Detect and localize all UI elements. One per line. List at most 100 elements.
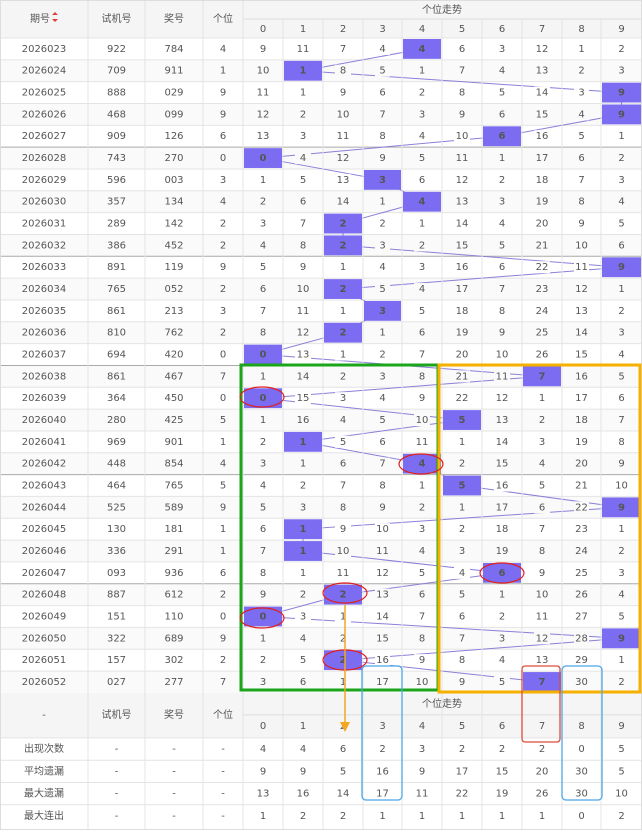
miss-number: 4: [379, 44, 385, 55]
hit-cell: [602, 104, 641, 125]
miss-number: 1: [618, 131, 624, 142]
cell-bg: [255, 304, 271, 317]
miss-number: 13: [575, 306, 588, 317]
miss-number: 9: [419, 655, 425, 666]
miss-number: 3: [499, 633, 505, 644]
prize-number: 291: [164, 546, 183, 557]
test-number: 336: [107, 546, 126, 557]
hit-cell: [403, 453, 441, 474]
miss-number: 2: [499, 611, 505, 622]
stat-value: 6: [340, 744, 346, 755]
miss-number: 5: [618, 371, 624, 382]
cell-bg: [613, 304, 630, 317]
cell-bg: [494, 632, 510, 645]
cell-bg: [375, 64, 390, 77]
test-number: 861: [107, 371, 126, 382]
cell-bg: [534, 654, 550, 667]
hit-number: 7: [539, 677, 546, 688]
stat-value: 1: [499, 811, 505, 822]
stat-value: 5: [618, 744, 624, 755]
red-circle: [479, 562, 525, 584]
miss-number: 5: [499, 240, 505, 251]
miss-number: 12: [376, 568, 389, 579]
cell-bg: [494, 348, 510, 361]
period: 2026034: [22, 284, 67, 295]
hit-number: 6: [499, 131, 506, 142]
period: 2026045: [22, 524, 67, 535]
prize-number: 765: [164, 481, 183, 492]
miss-number: 20: [456, 350, 469, 361]
miss-number: 6: [618, 393, 624, 404]
column-header: 奖号: [164, 708, 184, 721]
cell-bg: [494, 152, 510, 165]
cell-bg: [494, 42, 510, 55]
miss-number: 2: [459, 524, 465, 535]
cell-bg: [335, 675, 351, 688]
miss-number: 9: [260, 590, 266, 601]
unit-digit: 7: [220, 677, 226, 688]
hit-number: 0: [260, 153, 267, 164]
miss-number: 22: [456, 393, 469, 404]
stat-blank: -: [221, 811, 225, 822]
period: 2026046: [22, 546, 67, 557]
miss-number: 2: [539, 415, 545, 426]
miss-number: 10: [496, 350, 509, 361]
test-number: 861: [107, 306, 126, 317]
miss-number: 24: [575, 546, 588, 557]
cell-bg: [255, 217, 271, 230]
miss-number: 16: [575, 371, 588, 382]
miss-number: 4: [419, 546, 425, 557]
digit-header: 0: [260, 721, 266, 732]
period: 2026041: [22, 437, 67, 448]
cell-bg: [255, 632, 271, 645]
cell-bg: [414, 370, 430, 383]
cell-bg: [534, 283, 550, 296]
cell-bg: [574, 392, 589, 405]
miss-number: 1: [260, 633, 266, 644]
stat-value: 11: [416, 789, 429, 800]
cell-bg: [375, 610, 390, 623]
period: 2026035: [22, 306, 67, 317]
test-number: 743: [107, 153, 126, 164]
cell-bg: [335, 261, 351, 274]
miss-number: 5: [539, 481, 545, 492]
cell-bg: [255, 414, 271, 427]
miss-number: 21: [575, 481, 588, 492]
miss-number: 2: [340, 371, 346, 382]
cell-bg: [454, 283, 470, 296]
period: 2026023: [22, 44, 67, 55]
cell-bg: [335, 632, 351, 645]
miss-number: 10: [575, 240, 588, 251]
miss-number: 5: [618, 611, 624, 622]
test-number: 694: [107, 350, 126, 361]
stat-blank: -: [221, 744, 225, 755]
miss-number: 9: [260, 44, 266, 55]
miss-number: 1: [260, 415, 266, 426]
stat-value: 14: [337, 789, 350, 800]
prize-number: 126: [164, 131, 183, 142]
miss-number: 6: [459, 44, 465, 55]
prize-number: 277: [164, 677, 183, 688]
stat-value: 3: [419, 744, 425, 755]
hit-number: 9: [618, 109, 625, 120]
miss-number: 13: [496, 415, 509, 426]
miss-number: 4: [618, 590, 624, 601]
miss-number: 27: [575, 611, 588, 622]
cell-bg: [414, 152, 430, 165]
cell-bg: [414, 217, 430, 230]
cell-bg: [295, 566, 311, 579]
cell-bg: [613, 283, 630, 296]
miss-number: 3: [300, 131, 306, 142]
period: 2026025: [22, 88, 67, 99]
hit-cell: [244, 344, 282, 365]
miss-number: 2: [618, 677, 624, 688]
miss-number: 1: [379, 328, 385, 339]
cell-bg: [255, 654, 271, 667]
cell-bg: [494, 523, 510, 536]
miss-number: 7: [459, 633, 465, 644]
prize-number: 302: [164, 655, 183, 666]
miss-number: 10: [416, 677, 429, 688]
cell-bg: [574, 588, 589, 601]
digit-header: 6: [499, 24, 505, 35]
cell-bg: [375, 195, 390, 208]
